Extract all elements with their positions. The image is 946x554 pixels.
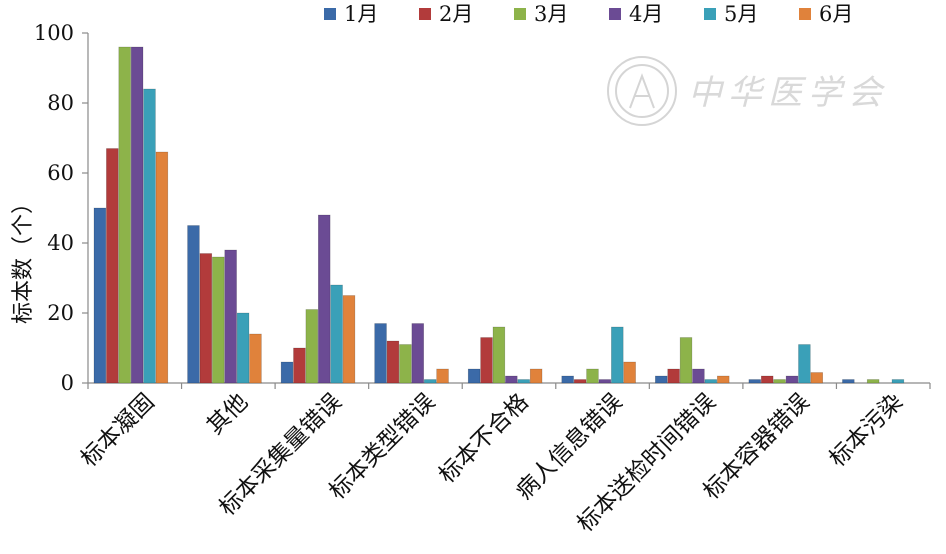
series-6 [155, 151, 823, 384]
bar [517, 379, 530, 384]
bar [623, 361, 636, 384]
bar [573, 379, 587, 384]
bar [280, 361, 294, 384]
bar [655, 375, 668, 384]
bar [842, 379, 855, 384]
bar [305, 309, 319, 384]
bar [386, 340, 400, 384]
series-4 [130, 46, 799, 384]
series-5 [143, 88, 905, 384]
bar [342, 295, 356, 384]
bar [810, 372, 823, 384]
bar [760, 375, 774, 384]
x-axis [87, 382, 931, 389]
bar [330, 284, 343, 384]
bar [199, 253, 213, 384]
watermark-text: 中华医学会 [688, 73, 888, 113]
bar [598, 379, 612, 384]
legend-item: 1月 [324, 2, 378, 26]
bar [586, 368, 599, 384]
bar [118, 46, 131, 384]
bar [692, 368, 705, 384]
bar [93, 207, 107, 384]
bar [717, 375, 730, 384]
bar [423, 379, 437, 384]
legend-label: 1月 [344, 2, 378, 26]
y-tick-label: 0 [61, 371, 74, 395]
bar [611, 326, 624, 384]
bar [798, 344, 811, 384]
bars [93, 46, 905, 384]
bar [155, 151, 169, 384]
bar [374, 323, 387, 384]
bar [212, 256, 225, 384]
bar [561, 375, 574, 384]
watermark-seal-icon [607, 56, 677, 126]
bar [773, 379, 786, 384]
bar [480, 337, 493, 384]
legend-label: 2月 [439, 2, 473, 26]
series-3 [118, 46, 880, 384]
bar [130, 46, 144, 384]
legend-item: 6月 [799, 2, 853, 26]
bar [505, 375, 518, 384]
legend-label: 6月 [819, 2, 853, 26]
bar [667, 368, 680, 384]
legend: 1月 2月 3月 4月 5月 6月 [324, 2, 853, 26]
legend-swatch [704, 8, 716, 20]
legend-item: 3月 [514, 2, 568, 26]
x-tick-label: 其他 [202, 389, 253, 440]
bar [236, 312, 250, 384]
y-axis: 0 20 40 60 80 100 [34, 21, 89, 395]
bar [249, 333, 262, 384]
bar [704, 379, 718, 384]
watermark: 中华医学会 [607, 56, 888, 126]
bar [318, 214, 331, 384]
series-1 [93, 207, 855, 384]
bar [679, 337, 693, 384]
legend-item: 5月 [704, 2, 758, 26]
bar [399, 344, 412, 384]
bar [143, 88, 156, 384]
legend-swatch [419, 8, 431, 20]
legend-swatch [609, 8, 621, 20]
legend-swatch [799, 8, 811, 20]
x-tick-label: 标本不合格 [434, 389, 534, 489]
bar [224, 249, 237, 384]
bar [411, 323, 424, 384]
bar [866, 379, 880, 384]
legend-swatch [514, 8, 526, 20]
bar [106, 148, 119, 384]
bar [748, 379, 761, 384]
bar [891, 379, 905, 384]
y-axis-label: 标本数（个） [11, 192, 36, 324]
legend-label: 5月 [724, 2, 758, 26]
bar [492, 326, 506, 384]
x-tick-label: 标本污染 [825, 389, 908, 472]
y-tick-label: 60 [47, 161, 74, 185]
y-tick-label: 100 [34, 21, 74, 45]
y-tick-label: 40 [47, 231, 74, 255]
series-2 [106, 148, 774, 384]
legend-swatch [324, 8, 336, 20]
bar [436, 368, 449, 384]
y-tick-label: 80 [47, 91, 74, 115]
bar [529, 368, 543, 384]
legend-item: 4月 [609, 2, 663, 26]
x-tick-label: 标本凝固 [76, 389, 159, 472]
legend-item: 2月 [419, 2, 473, 26]
bar [785, 375, 799, 384]
y-tick-label: 20 [47, 301, 74, 325]
bar [187, 225, 200, 384]
legend-label: 4月 [629, 2, 663, 26]
bar [293, 347, 306, 384]
category-labels: 标本凝固 其他标本采集量错误标本类型错误标本不合格病人信息错误标本送检时间错误标本… [76, 389, 908, 537]
bar [467, 368, 481, 384]
legend-label: 3月 [534, 2, 568, 26]
